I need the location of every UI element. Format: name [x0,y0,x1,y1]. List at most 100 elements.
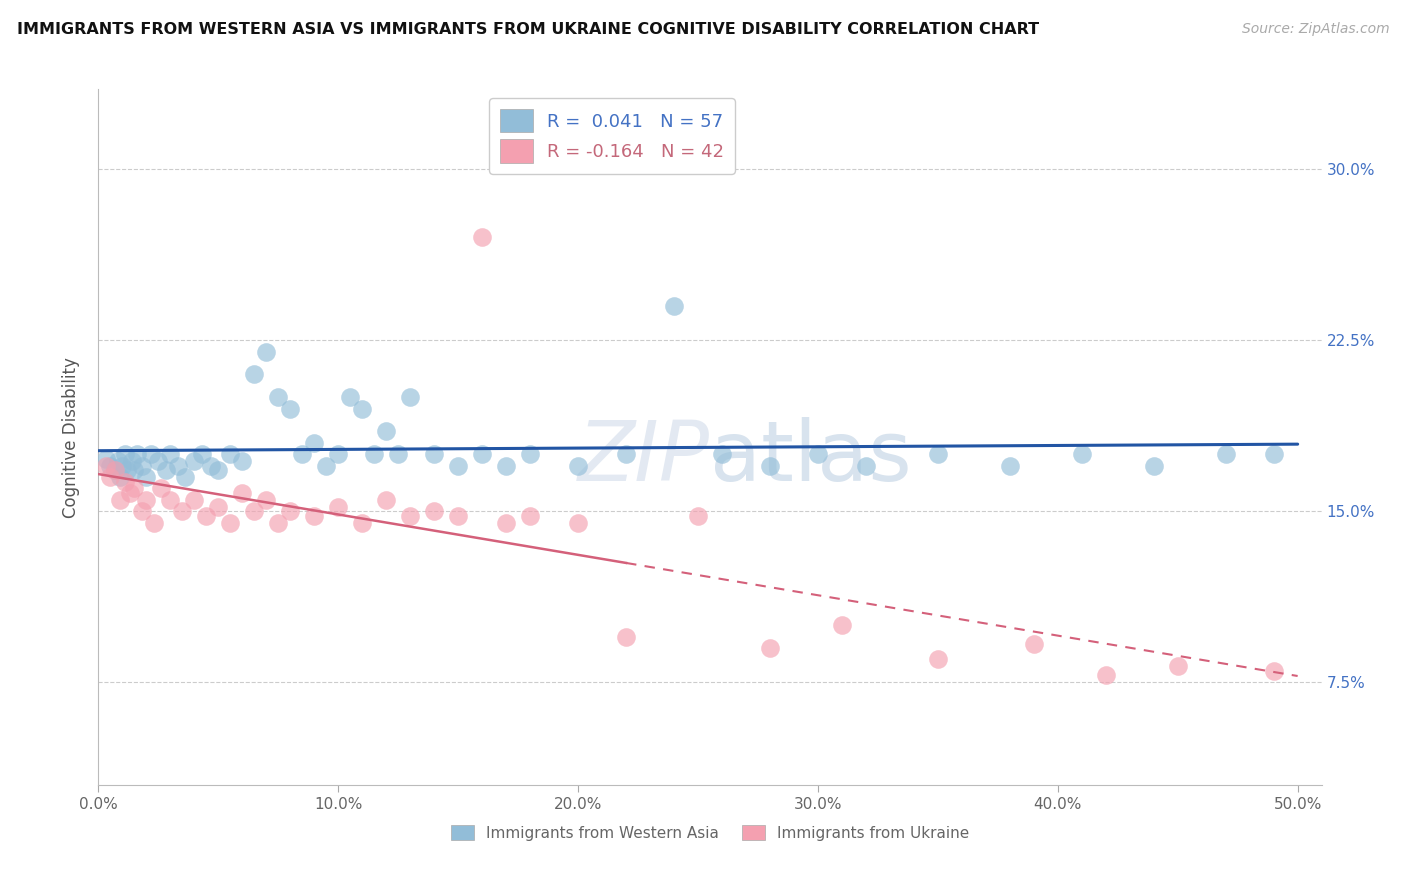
Point [927,447,949,461]
Point [231,486,253,500]
Point [339,390,361,404]
Text: IMMIGRANTS FROM WESTERN ASIA VS IMMIGRANTS FROM UKRAINE COGNITIVE DISABILITY COR: IMMIGRANTS FROM WESTERN ASIA VS IMMIGRAN… [17,22,1039,37]
Point [278,504,301,518]
Text: atlas: atlas [710,417,911,499]
Point [104,463,127,477]
Point [124,463,146,477]
Point [495,458,517,473]
Point [155,463,177,477]
Point [159,492,181,507]
Point [1143,458,1166,473]
Point [495,516,517,530]
Point [231,454,253,468]
Point [108,492,131,507]
Point [149,482,172,496]
Point [243,368,266,382]
Point [471,447,494,461]
Point [135,470,157,484]
Point [114,475,136,489]
Point [166,458,188,473]
Point [807,447,830,461]
Point [855,458,877,473]
Point [759,458,782,473]
Point [100,470,122,484]
Point [207,463,229,477]
Point [1215,447,1237,461]
Point [328,500,350,514]
Point [399,390,422,404]
Point [121,454,143,468]
Point [148,454,170,468]
Point [387,447,409,461]
Point [172,504,194,518]
Point [375,425,398,439]
Point [614,447,637,461]
Point [831,618,853,632]
Point [998,458,1021,473]
Point [278,401,301,416]
Point [267,516,290,530]
Point [363,447,385,461]
Point [142,516,165,530]
Point [267,390,290,404]
Point [141,447,163,461]
Point [94,458,117,473]
Point [94,451,117,466]
Point [1167,659,1189,673]
Point [135,492,157,507]
Point [328,447,350,461]
Point [291,447,314,461]
Point [183,454,205,468]
Point [190,447,212,461]
Point [447,458,470,473]
Point [304,508,326,523]
Point [399,508,422,523]
Point [173,470,195,484]
Legend: Immigrants from Western Asia, Immigrants from Ukraine: Immigrants from Western Asia, Immigrants… [444,819,976,847]
Point [686,508,709,523]
Y-axis label: Cognitive Disability: Cognitive Disability [62,357,80,517]
Point [125,447,148,461]
Point [471,230,494,244]
Point [1022,636,1045,650]
Point [111,458,134,473]
Point [352,401,374,416]
Point [1263,664,1285,678]
Point [352,516,374,530]
Point [124,482,146,496]
Point [108,470,131,484]
Point [131,458,153,473]
Point [447,508,470,523]
Point [375,492,398,507]
Point [100,458,122,473]
Point [254,492,277,507]
Point [207,500,229,514]
Point [195,508,218,523]
Point [114,447,136,461]
Point [1263,447,1285,461]
Point [219,447,242,461]
Point [519,447,541,461]
Point [1094,668,1116,682]
Point [131,504,153,518]
Point [159,447,181,461]
Point [243,504,266,518]
Point [118,486,141,500]
Point [104,463,127,477]
Point [567,458,589,473]
Point [183,492,205,507]
Point [304,435,326,450]
Point [662,299,685,313]
Point [200,458,222,473]
Point [614,630,637,644]
Point [519,508,541,523]
Text: Source: ZipAtlas.com: Source: ZipAtlas.com [1241,22,1389,37]
Point [711,447,734,461]
Point [1070,447,1092,461]
Point [567,516,589,530]
Point [107,454,129,468]
Point [927,652,949,666]
Text: ZIP: ZIP [578,417,710,499]
Point [115,463,138,477]
Point [315,458,337,473]
